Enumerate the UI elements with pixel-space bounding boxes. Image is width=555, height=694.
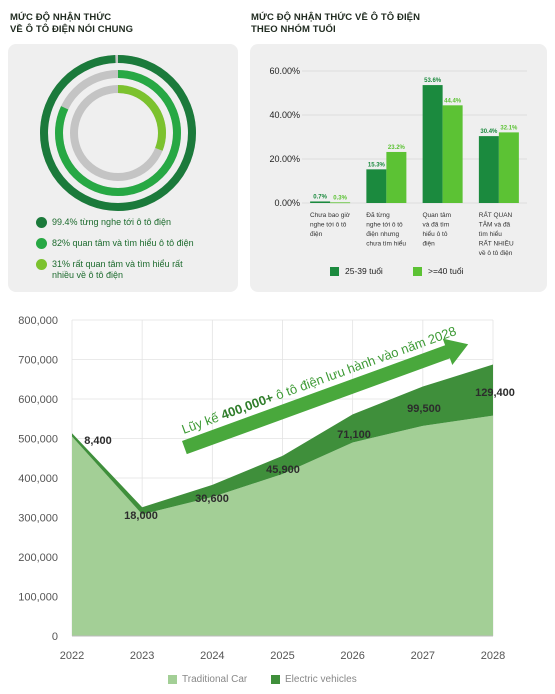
bar-legend-label-1: 25-39 tuổi <box>345 266 383 276</box>
area-legend-item-1: Traditional Car <box>168 674 247 685</box>
area-x-tick-label-6: 2028 <box>481 650 505 662</box>
area-point-label-5: 71,100 <box>337 429 371 441</box>
annotation-prefix: Lũy kế <box>180 408 225 436</box>
area-point-label-6: 99,500 <box>407 403 441 415</box>
area-y-tick-label-8: 800,000 <box>18 315 58 327</box>
bar-legend-swatch-1 <box>330 266 339 276</box>
awareness-card <box>8 44 238 292</box>
area-x-tick-label-3: 2025 <box>270 650 294 662</box>
right-title-line-2: THEO NHÓM TUỔI <box>251 24 336 35</box>
left-title-line-2: VỀ Ô TÔ ĐIỆN NÓI CHUNG <box>10 24 134 35</box>
area-point-label-2: 18,000 <box>124 510 158 522</box>
area-y-tick-label-5: 500,000 <box>18 434 58 446</box>
area-y-tick-label-4: 400,000 <box>18 473 58 485</box>
area-x-tick-label-0: 2022 <box>60 650 84 662</box>
area-electric-vehicles <box>72 364 493 515</box>
ring-legend-label-3: 31% rất quan tâm và tìm hiểu rất nhiều v… <box>52 259 183 280</box>
bar-legend-swatch-2 <box>413 266 422 276</box>
area-legend-item-2: Electric vehicles <box>271 674 357 685</box>
area-x-tick-label-4: 2026 <box>340 650 364 662</box>
ring-legend-label-2: 82% quan tâm và tìm hiểu ô tô điện <box>52 238 194 248</box>
ring-legend-swatch-1 <box>36 217 47 228</box>
area-legend-label-2: Electric vehicles <box>285 674 357 685</box>
area-point-label-3: 30,600 <box>195 493 229 505</box>
area-point-label-1: 8,400 <box>84 435 112 447</box>
ring-legend-item-3: 31% rất quan tâm và tìm hiểu rất nhiều v… <box>36 259 206 281</box>
age-group-card <box>250 44 547 292</box>
ring-legend-item-2: 82% quan tâm và tìm hiểu ô tô điện <box>36 238 231 249</box>
annotation-arrow <box>182 338 469 455</box>
left-panel-title: MỨC ĐỘ NHẬN THỨC VỀ Ô TÔ ĐIỆN NÓI CHUNG <box>10 12 133 36</box>
area-legend-swatch-1 <box>168 675 177 684</box>
area-point-label-7: 129,400 <box>475 387 515 399</box>
right-title-line-1: MỨC ĐỘ NHẬN THỨC VỀ Ô TÔ ĐIỆN <box>251 12 421 23</box>
annotation-text: Lũy kế 400,000+ ô tô điện lưu hành vào n… <box>180 323 459 437</box>
ring-legend-label-1: 99.4% từng nghe tới ô tô điện <box>52 217 172 227</box>
area-x-tick-label-1: 2023 <box>130 650 154 662</box>
ring-legend-swatch-3 <box>36 259 47 270</box>
area-legend-swatch-2 <box>271 675 280 684</box>
bar-legend-item-1: 25-39 tuổi <box>330 266 383 276</box>
area-y-tick-label-6: 600,000 <box>18 394 58 406</box>
area-legend-label-1: Traditional Car <box>182 674 248 685</box>
annotation-suffix: ô tô điện lưu hành vào năm 2028 <box>270 323 458 404</box>
area-x-tick-label-5: 2027 <box>411 650 435 662</box>
area-y-tick-label-0: 0 <box>52 631 58 643</box>
right-panel-title: MỨC ĐỘ NHẬN THỨC VỀ Ô TÔ ĐIỆN THEO NHÓM … <box>251 12 420 36</box>
area-y-tick-label-2: 200,000 <box>18 552 58 564</box>
area-y-tick-label-3: 300,000 <box>18 513 58 525</box>
ring-legend-item-1: 99.4% từng nghe tới ô tô điện <box>36 217 231 228</box>
area-y-tick-label-1: 100,000 <box>18 592 58 604</box>
bar-legend-item-2: >=40 tuổi <box>413 266 463 276</box>
annotation-group: Lũy kế 400,000+ ô tô điện lưu hành vào n… <box>180 323 469 455</box>
ring-legend-swatch-2 <box>36 238 47 249</box>
area-point-label-4: 45,900 <box>266 464 300 476</box>
area-y-tick-label-7: 700,000 <box>18 355 58 367</box>
left-title-line-1: MỨC ĐỘ NHẬN THỨC <box>10 12 112 23</box>
annotation-bold: 400,000+ <box>219 390 276 423</box>
area-x-tick-label-2: 2024 <box>200 650 224 662</box>
bar-legend-label-2: >=40 tuổi <box>428 266 464 276</box>
area-traditional-car <box>72 415 493 636</box>
